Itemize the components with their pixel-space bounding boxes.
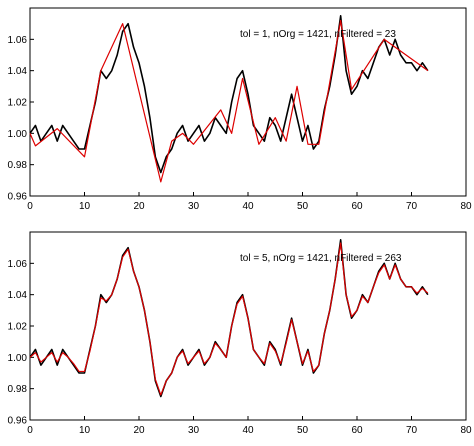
x-tick-label: 80 [460, 201, 472, 212]
x-tick-label: 10 [79, 425, 91, 436]
x-tick-label: 30 [188, 425, 200, 436]
x-tick-label: 60 [351, 201, 363, 212]
y-tick-label: 0.98 [8, 384, 28, 395]
x-tick-label: 80 [460, 425, 472, 436]
y-tick-label: 1.06 [8, 35, 28, 46]
y-tick-label: 1.00 [8, 129, 28, 140]
subplot: 0.96 0.98 1.00 1.02 1.04 1.06 0 10 20 30 40 50 60 70 8… [8, 7, 472, 212]
data-line [29, 242, 429, 396]
x-tick-label: 70 [406, 201, 418, 212]
x-tick-label: 50 [297, 425, 309, 436]
annotation: tol = 1, nOrg = 1421, nFiltered = 23 [240, 29, 396, 40]
x-tick-label: 40 [242, 425, 254, 436]
x-tick-label: 20 [133, 201, 145, 212]
x-tick-label: 30 [188, 201, 200, 212]
y-tick-label: 1.02 [8, 322, 28, 333]
y-tick-label: 0.98 [8, 160, 28, 171]
x-tick-label: 50 [297, 201, 309, 212]
y-tick-label: 0.96 [8, 416, 28, 427]
x-tick-label: 0 [27, 201, 33, 212]
y-tick-label: 0.96 [8, 192, 28, 203]
y-tick-label: 1.00 [8, 353, 28, 364]
data-line [29, 19, 429, 183]
x-tick-label: 70 [406, 425, 418, 436]
y-tick-label: 1.04 [8, 290, 28, 301]
x-tick-label: 40 [242, 201, 254, 212]
annotation: tol = 5, nOrg = 1421, nFiltered = 263 [240, 253, 402, 264]
x-tick-label: 0 [27, 425, 33, 436]
x-tick-label: 10 [79, 201, 91, 212]
y-tick-label: 1.06 [8, 259, 28, 270]
x-tick-label: 60 [351, 425, 363, 436]
y-tick-label: 1.04 [8, 66, 28, 77]
subplot: 0.96 0.98 1.00 1.02 1.04 1.06 0 10 20 30 40 50 60 70 8… [8, 231, 472, 436]
x-tick-label: 20 [133, 425, 145, 436]
y-tick-label: 1.02 [8, 98, 28, 109]
